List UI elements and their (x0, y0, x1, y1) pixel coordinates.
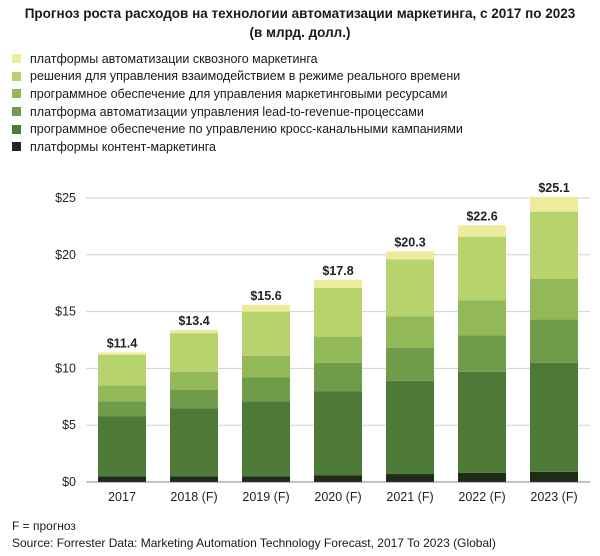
bar-segment (386, 474, 434, 482)
legend-label: платформа автоматизации управления lead-… (30, 104, 424, 119)
legend-label: платформы контент-маркетинга (30, 139, 216, 154)
legend-swatch (12, 71, 21, 81)
bar-segment (386, 259, 434, 317)
x-tick-label: 2018 (F) (170, 490, 217, 504)
legend-item: программное обеспечение для управления м… (12, 85, 463, 103)
legend-swatch (12, 54, 21, 64)
bar-segment (530, 211, 578, 279)
bar-segment (458, 225, 506, 237)
bar-segment (458, 335, 506, 372)
bar-segment (314, 391, 362, 476)
bar-segment (242, 377, 290, 402)
legend-label: программное обеспечение по управлению кр… (30, 122, 463, 137)
legend-item: программное обеспечение по управлению кр… (12, 120, 463, 138)
chart-legend: платформы автоматизации сквозного маркет… (12, 50, 463, 156)
legend-swatch (12, 89, 21, 99)
bar-segment (458, 236, 506, 301)
total-data-label: $22.6 (466, 209, 497, 223)
label-layer: $0 $5 $10 $15 $20 $25 $11.4 2017 $13.4 2018 (F) $1… (55, 181, 577, 504)
bar-segment (458, 300, 506, 336)
legend-swatch (12, 124, 21, 134)
bar-segment (314, 336, 362, 363)
source-note: Source: Forrester Data: Marketing Automa… (12, 536, 496, 550)
legend-label: программное обеспечение для управления м… (30, 86, 448, 101)
total-data-label: $15.6 (250, 289, 281, 303)
chart-title-text: Прогноз роста расходов на технологии авт… (24, 6, 576, 21)
bar-segment (242, 304, 290, 312)
chart-title: Прогноз роста расходов на технологии авт… (0, 4, 600, 42)
forecast-footnote: F = прогноз (12, 519, 76, 533)
legend-item: платформы контент-маркетинга (12, 138, 463, 156)
bar-segment (242, 311, 290, 356)
bar-segment (170, 408, 218, 477)
bar-segment (242, 355, 290, 378)
y-tick-label: $25 (55, 191, 76, 205)
bar-segment (170, 389, 218, 409)
total-data-label: $13.4 (178, 314, 209, 328)
bar-segment (530, 471, 578, 482)
y-tick-label: $20 (55, 248, 76, 262)
total-data-label: $17.8 (322, 264, 353, 278)
bar-segment (314, 287, 362, 337)
x-tick-label: 2022 (F) (458, 490, 505, 504)
legend-item: платформа автоматизации управления lead-… (12, 103, 463, 121)
bar-segment (98, 401, 146, 417)
bar-segment (170, 371, 218, 390)
x-tick-label: 2023 (F) (530, 490, 577, 504)
legend-swatch (12, 107, 21, 117)
chart-subtitle: (в млрд. долл.) (249, 25, 351, 40)
bar-segment (314, 279, 362, 288)
bar-segment (458, 472, 506, 482)
legend-item: решения для управления взаимодействием в… (12, 68, 463, 86)
legend-item: платформы автоматизации сквозного маркет… (12, 50, 463, 68)
bar-segment (242, 401, 290, 477)
bar-segment (386, 347, 434, 381)
bar-segment (170, 329, 218, 334)
bar-segment (170, 476, 218, 482)
total-data-label: $11.4 (107, 336, 138, 350)
bar-segment (98, 476, 146, 482)
bar-segment (314, 362, 362, 392)
bar-segment (98, 385, 146, 402)
legend-label: решения для управления взаимодействием в… (30, 69, 461, 84)
bar-segment (530, 362, 578, 472)
legend-label: платформы автоматизации сквозного маркет… (30, 51, 318, 66)
bar-segment (98, 354, 146, 386)
y-tick-label: $5 (62, 418, 76, 432)
total-data-label: $25.1 (538, 181, 569, 195)
x-tick-label: 2020 (F) (314, 490, 361, 504)
bar-segment (530, 196, 578, 212)
x-tick-label: 2019 (F) (242, 490, 289, 504)
x-tick-label: 2017 (108, 490, 136, 504)
bar-segment (530, 278, 578, 320)
bar-segment (530, 319, 578, 363)
bar-segment (314, 475, 362, 482)
bar-segment (458, 371, 506, 473)
y-tick-label: $15 (55, 305, 76, 319)
bar-segment (386, 251, 434, 260)
bar-segment (386, 316, 434, 348)
bar-layer (98, 196, 578, 482)
bar-segment (242, 476, 290, 482)
bar-segment (386, 380, 434, 475)
bar-segment (98, 416, 146, 477)
y-tick-label: $0 (62, 475, 76, 489)
y-tick-label: $10 (55, 361, 76, 375)
total-data-label: $20.3 (394, 235, 425, 249)
bar-segment (98, 352, 146, 355)
x-tick-label: 2021 (F) (386, 490, 433, 504)
legend-swatch (12, 142, 21, 152)
bar-segment (170, 333, 218, 372)
